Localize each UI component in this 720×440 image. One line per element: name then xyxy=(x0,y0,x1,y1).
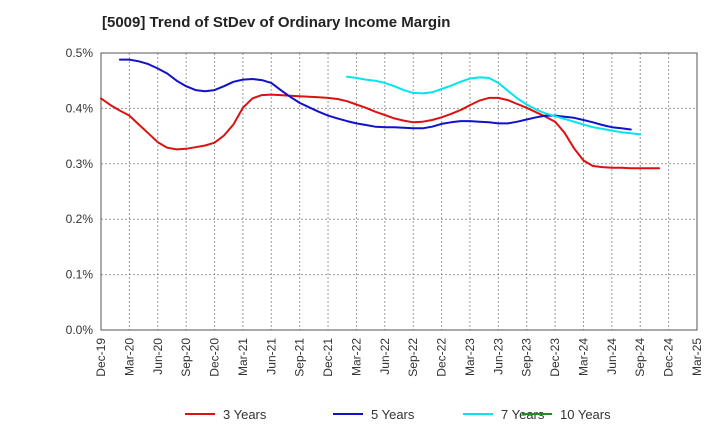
gridlines xyxy=(101,52,698,330)
x-tick-label: Dec-20 xyxy=(208,338,222,377)
y-tick-label: 0.2% xyxy=(66,212,94,226)
x-tick-label: Sep-21 xyxy=(293,338,307,377)
x-tick-label: Sep-20 xyxy=(179,338,193,377)
x-tick-label: Jun-22 xyxy=(378,338,392,375)
x-tick-label: Dec-24 xyxy=(662,338,676,377)
x-tick-labels: Dec-19 Mar-20 Jun-20 Sep-20 Dec-20 Mar-21 Jun-… xyxy=(94,338,704,377)
axes xyxy=(100,52,698,331)
x-tick-label: Mar-22 xyxy=(349,338,363,376)
y-tick-label: 0.4% xyxy=(66,101,94,115)
x-tick-label: Mar-20 xyxy=(122,338,136,376)
x-tick-label: Mar-23 xyxy=(463,338,477,376)
series-lines xyxy=(100,58,661,170)
legend-label-10-years: 10 Years xyxy=(560,407,611,422)
y-tick-label: 0.0% xyxy=(66,323,94,337)
series-line-3-years xyxy=(100,93,661,170)
x-tick-label: Mar-24 xyxy=(576,338,590,376)
x-tick-label: Jun-21 xyxy=(264,338,278,375)
series-line-7-years xyxy=(346,75,642,136)
y-tick-label: 0.1% xyxy=(66,268,94,282)
plot-frame xyxy=(100,52,698,331)
x-tick-label: Dec-22 xyxy=(435,338,449,377)
x-tick-label: Mar-25 xyxy=(690,338,704,376)
chart-title: [5009] Trend of StDev of Ordinary Income… xyxy=(102,14,451,31)
legend-label-5-years: 5 Years xyxy=(371,407,415,422)
legend-label-3-years: 3 Years xyxy=(223,407,267,422)
x-tick-label: Mar-21 xyxy=(236,338,250,376)
y-tick-labels: 0.0% 0.1% 0.2% 0.3% 0.4% 0.5% xyxy=(66,46,94,337)
x-tick-label: Sep-22 xyxy=(406,338,420,377)
x-tick-label: Sep-24 xyxy=(633,338,647,377)
x-tick-label: Dec-23 xyxy=(548,338,562,377)
x-tick-label: Jun-23 xyxy=(491,338,505,375)
x-tick-label: Jun-24 xyxy=(605,338,619,375)
legend: 3 Years 5 Years 7 Years 10 Years xyxy=(185,407,611,422)
x-tick-label: Dec-19 xyxy=(94,338,108,377)
x-tick-label: Dec-21 xyxy=(321,338,335,377)
x-tick-label: Jun-20 xyxy=(151,338,165,375)
y-tick-label: 0.5% xyxy=(66,46,94,60)
y-tick-label: 0.3% xyxy=(66,157,94,171)
series-line-5-years xyxy=(118,58,632,131)
x-tick-label: Sep-23 xyxy=(520,338,534,377)
